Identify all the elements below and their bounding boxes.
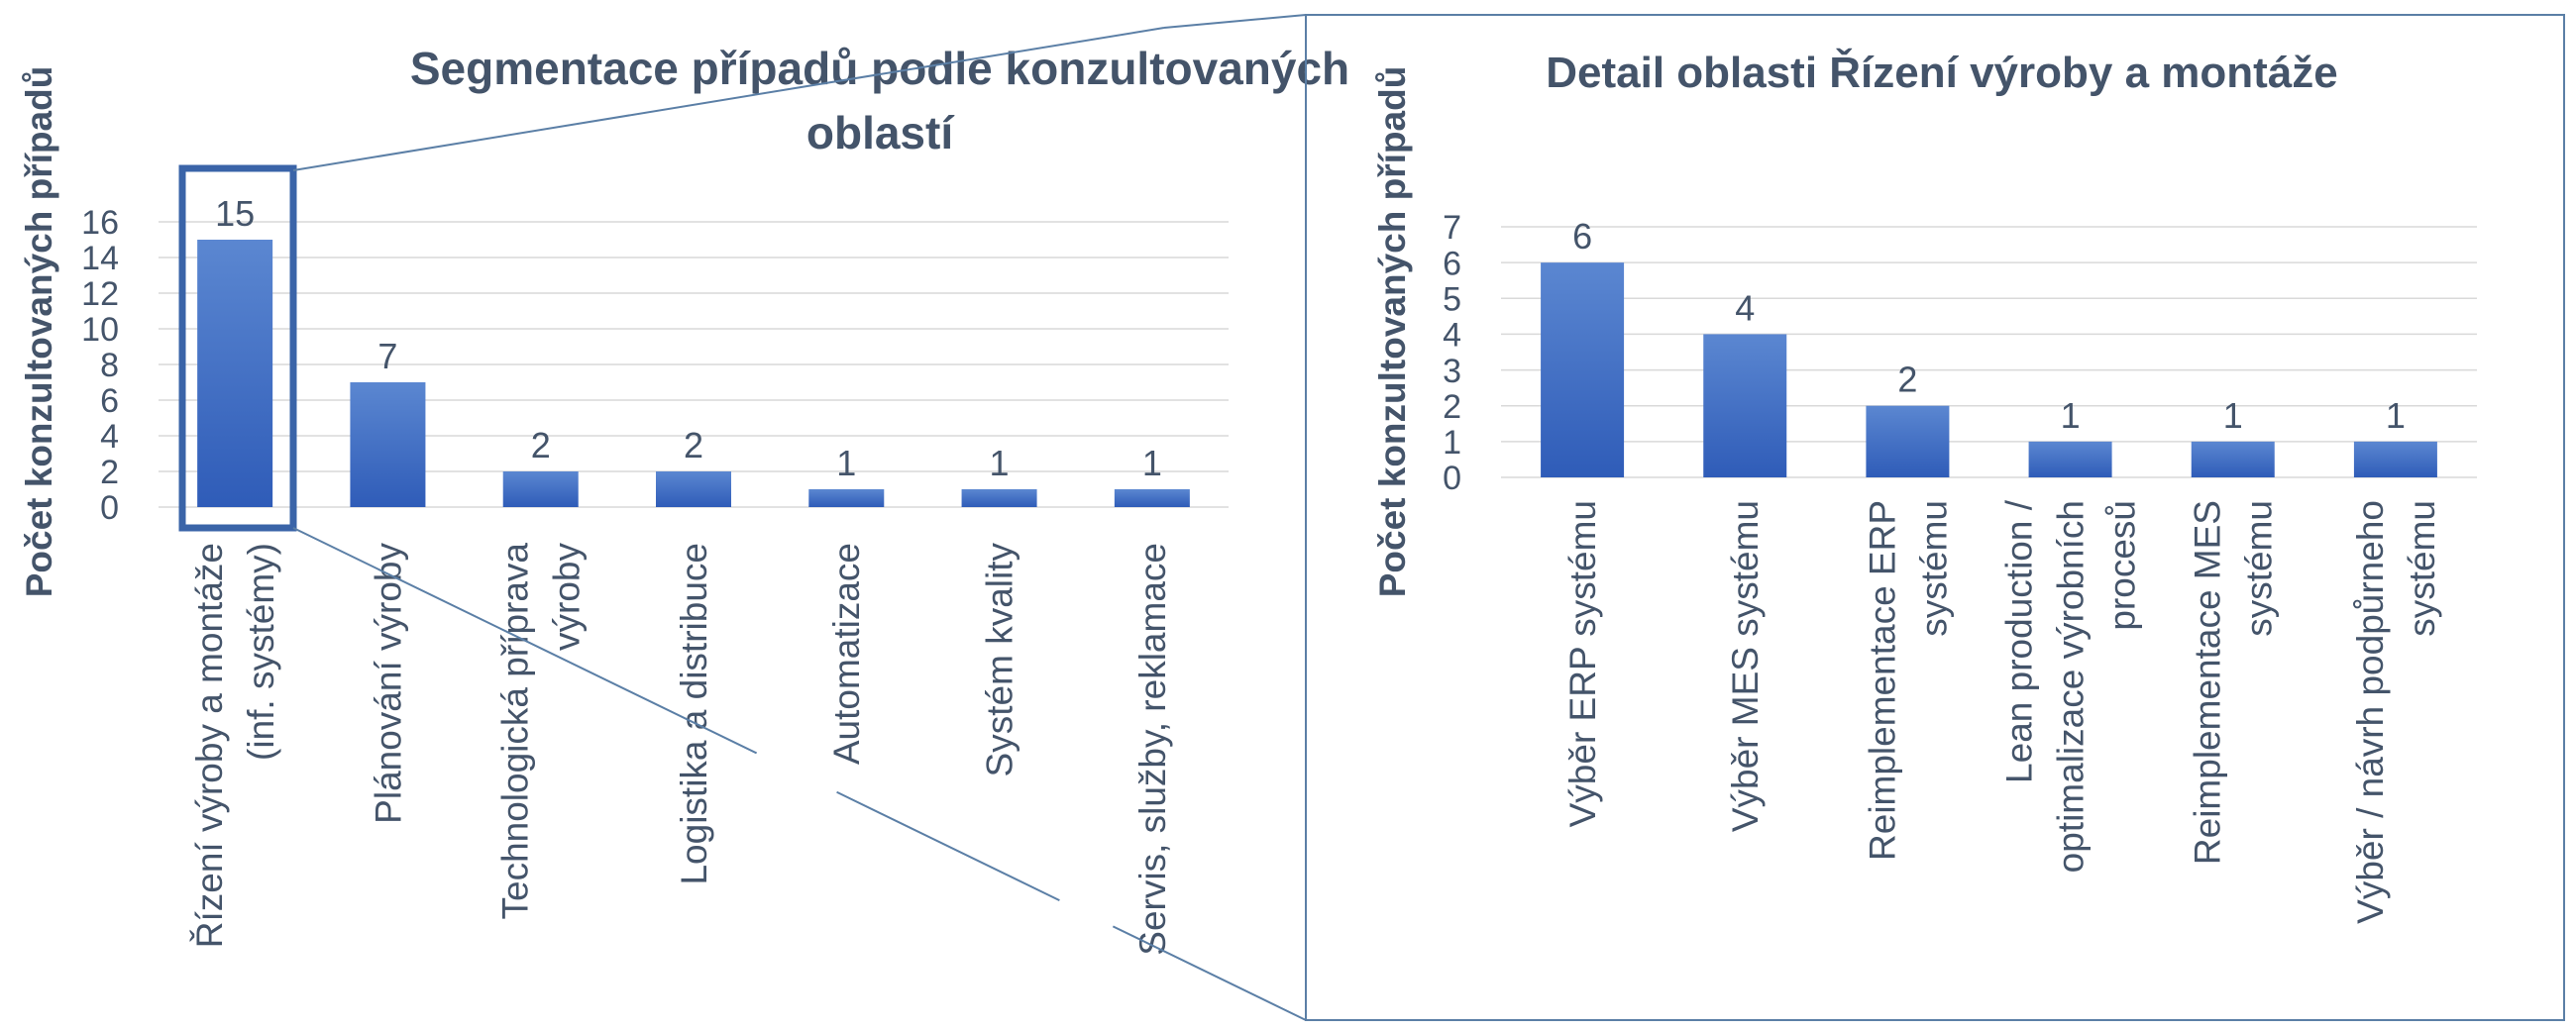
bar bbox=[1866, 405, 1950, 477]
y-tick-label: 5 bbox=[1443, 281, 1461, 319]
data-label: 1 bbox=[2386, 395, 2406, 436]
category-label: Automatizace bbox=[826, 543, 867, 765]
data-label: 15 bbox=[215, 193, 255, 234]
grid-lines bbox=[1501, 226, 2477, 478]
data-label: 1 bbox=[2061, 395, 2081, 436]
y-tick-label: 12 bbox=[81, 275, 119, 313]
highlight-box bbox=[178, 164, 297, 532]
category-label: procesů bbox=[2102, 500, 2143, 631]
category-label: Reimplementace MES bbox=[2188, 500, 2228, 865]
bar-series bbox=[1541, 262, 2437, 477]
bar bbox=[197, 240, 273, 507]
bar bbox=[961, 489, 1037, 507]
data-label: 2 bbox=[531, 425, 551, 465]
grid-lines bbox=[159, 221, 1229, 508]
y-tick-label: 4 bbox=[100, 418, 119, 456]
bar bbox=[808, 489, 885, 507]
data-label: 2 bbox=[684, 425, 703, 465]
y-tick-label: 1 bbox=[1443, 424, 1461, 462]
category-label: Technologická příprava bbox=[495, 543, 536, 920]
y-tick-label: 7 bbox=[1443, 209, 1461, 247]
bar bbox=[2353, 441, 2437, 477]
y-tick-label: 14 bbox=[81, 240, 119, 277]
data-label: 7 bbox=[377, 336, 397, 376]
y-tick-label: 0 bbox=[100, 489, 119, 527]
bar-series bbox=[197, 240, 1190, 507]
data-label: 1 bbox=[1142, 443, 1162, 483]
category-label: Výběr ERP systému bbox=[1562, 500, 1603, 827]
y-tick-label: 2 bbox=[100, 454, 119, 491]
data-label: 1 bbox=[990, 443, 1010, 483]
category-label: Výběr / návrh podpůrneho bbox=[2350, 500, 2391, 924]
category-labels: Výběr ERP systému Výběr MES systému Reimpl… bbox=[1562, 499, 2442, 924]
category-label: Servis, služby, reklamace bbox=[1132, 543, 1173, 956]
chart-title-line: Detail oblasti Řízení výroby a montáže bbox=[1546, 48, 2338, 97]
y-tick-label: 0 bbox=[1443, 460, 1461, 497]
bar bbox=[1541, 262, 1625, 477]
chart-title: Segmentace případů podle konzultovaných o… bbox=[410, 43, 1349, 158]
category-label: (inf. systémy) bbox=[241, 543, 281, 761]
y-axis-title: Počet konzultovaných případů bbox=[19, 66, 59, 598]
y-tick-label: 6 bbox=[100, 382, 119, 420]
chart-title: Detail oblasti Řízení výroby a montáže bbox=[1546, 48, 2338, 97]
highlight-callout bbox=[178, 14, 1307, 1021]
data-label: 2 bbox=[1897, 360, 1917, 400]
category-label: Logistika a distribuce bbox=[674, 543, 714, 885]
bar bbox=[502, 471, 579, 507]
bar bbox=[2028, 441, 2112, 477]
bar bbox=[656, 471, 731, 507]
category-label: systému bbox=[2402, 500, 2442, 637]
data-label: 1 bbox=[2223, 395, 2243, 436]
bar bbox=[350, 382, 426, 507]
bar bbox=[1703, 334, 1787, 477]
data-labels: 6 4 2 1 1 1 bbox=[1572, 216, 2406, 436]
category-label: Řízení výroby a montáže bbox=[189, 543, 230, 948]
y-tick-label: 16 bbox=[81, 204, 119, 242]
data-label: 1 bbox=[836, 443, 856, 483]
bar bbox=[2191, 441, 2275, 477]
connector-line-top bbox=[292, 27, 1165, 171]
y-tick-label: 8 bbox=[100, 347, 119, 384]
category-label: Reimplementace ERP bbox=[1862, 500, 1902, 861]
data-label: 4 bbox=[1735, 287, 1755, 328]
category-label: systému bbox=[1913, 500, 1954, 637]
bar bbox=[1114, 489, 1190, 507]
data-labels: 15 7 2 2 1 1 1 bbox=[215, 193, 1162, 483]
y-tick-label: 3 bbox=[1443, 353, 1461, 390]
detail-chart: Detail oblasti Řízení výroby a montáže P… bbox=[1372, 48, 2477, 924]
y-tick-label: 6 bbox=[1443, 245, 1461, 282]
y-tick-label: 10 bbox=[81, 311, 119, 349]
segmentation-chart: Segmentace případů podle konzultovaných o… bbox=[19, 43, 1349, 956]
data-label: 6 bbox=[1572, 216, 1592, 257]
category-label: Systém kvality bbox=[980, 543, 1020, 777]
detail-frame bbox=[1305, 14, 2565, 1021]
connector-line-bottom bbox=[292, 527, 1307, 1021]
category-label: systému bbox=[2239, 500, 2280, 637]
category-label: Lean production / bbox=[1999, 499, 2040, 783]
y-tick-label: 2 bbox=[1443, 388, 1461, 426]
category-label: Výběr MES systému bbox=[1725, 500, 1766, 832]
category-label: výroby bbox=[547, 543, 588, 651]
category-label: optimalizace výrobních bbox=[2051, 500, 2092, 873]
y-axis-title: Počet konzultovaných případů bbox=[1372, 66, 1413, 598]
category-labels: Řízení výroby a montáže (inf. systémy) Plá… bbox=[189, 543, 1173, 956]
y-tick-label: 4 bbox=[1443, 317, 1461, 355]
chart-title-line: oblastí bbox=[806, 107, 955, 158]
connector-line-top-to-frame bbox=[1163, 14, 1307, 29]
chart-title-line: Segmentace případů podle konzultovaných bbox=[410, 43, 1349, 94]
category-label: Plánování výroby bbox=[368, 543, 408, 824]
